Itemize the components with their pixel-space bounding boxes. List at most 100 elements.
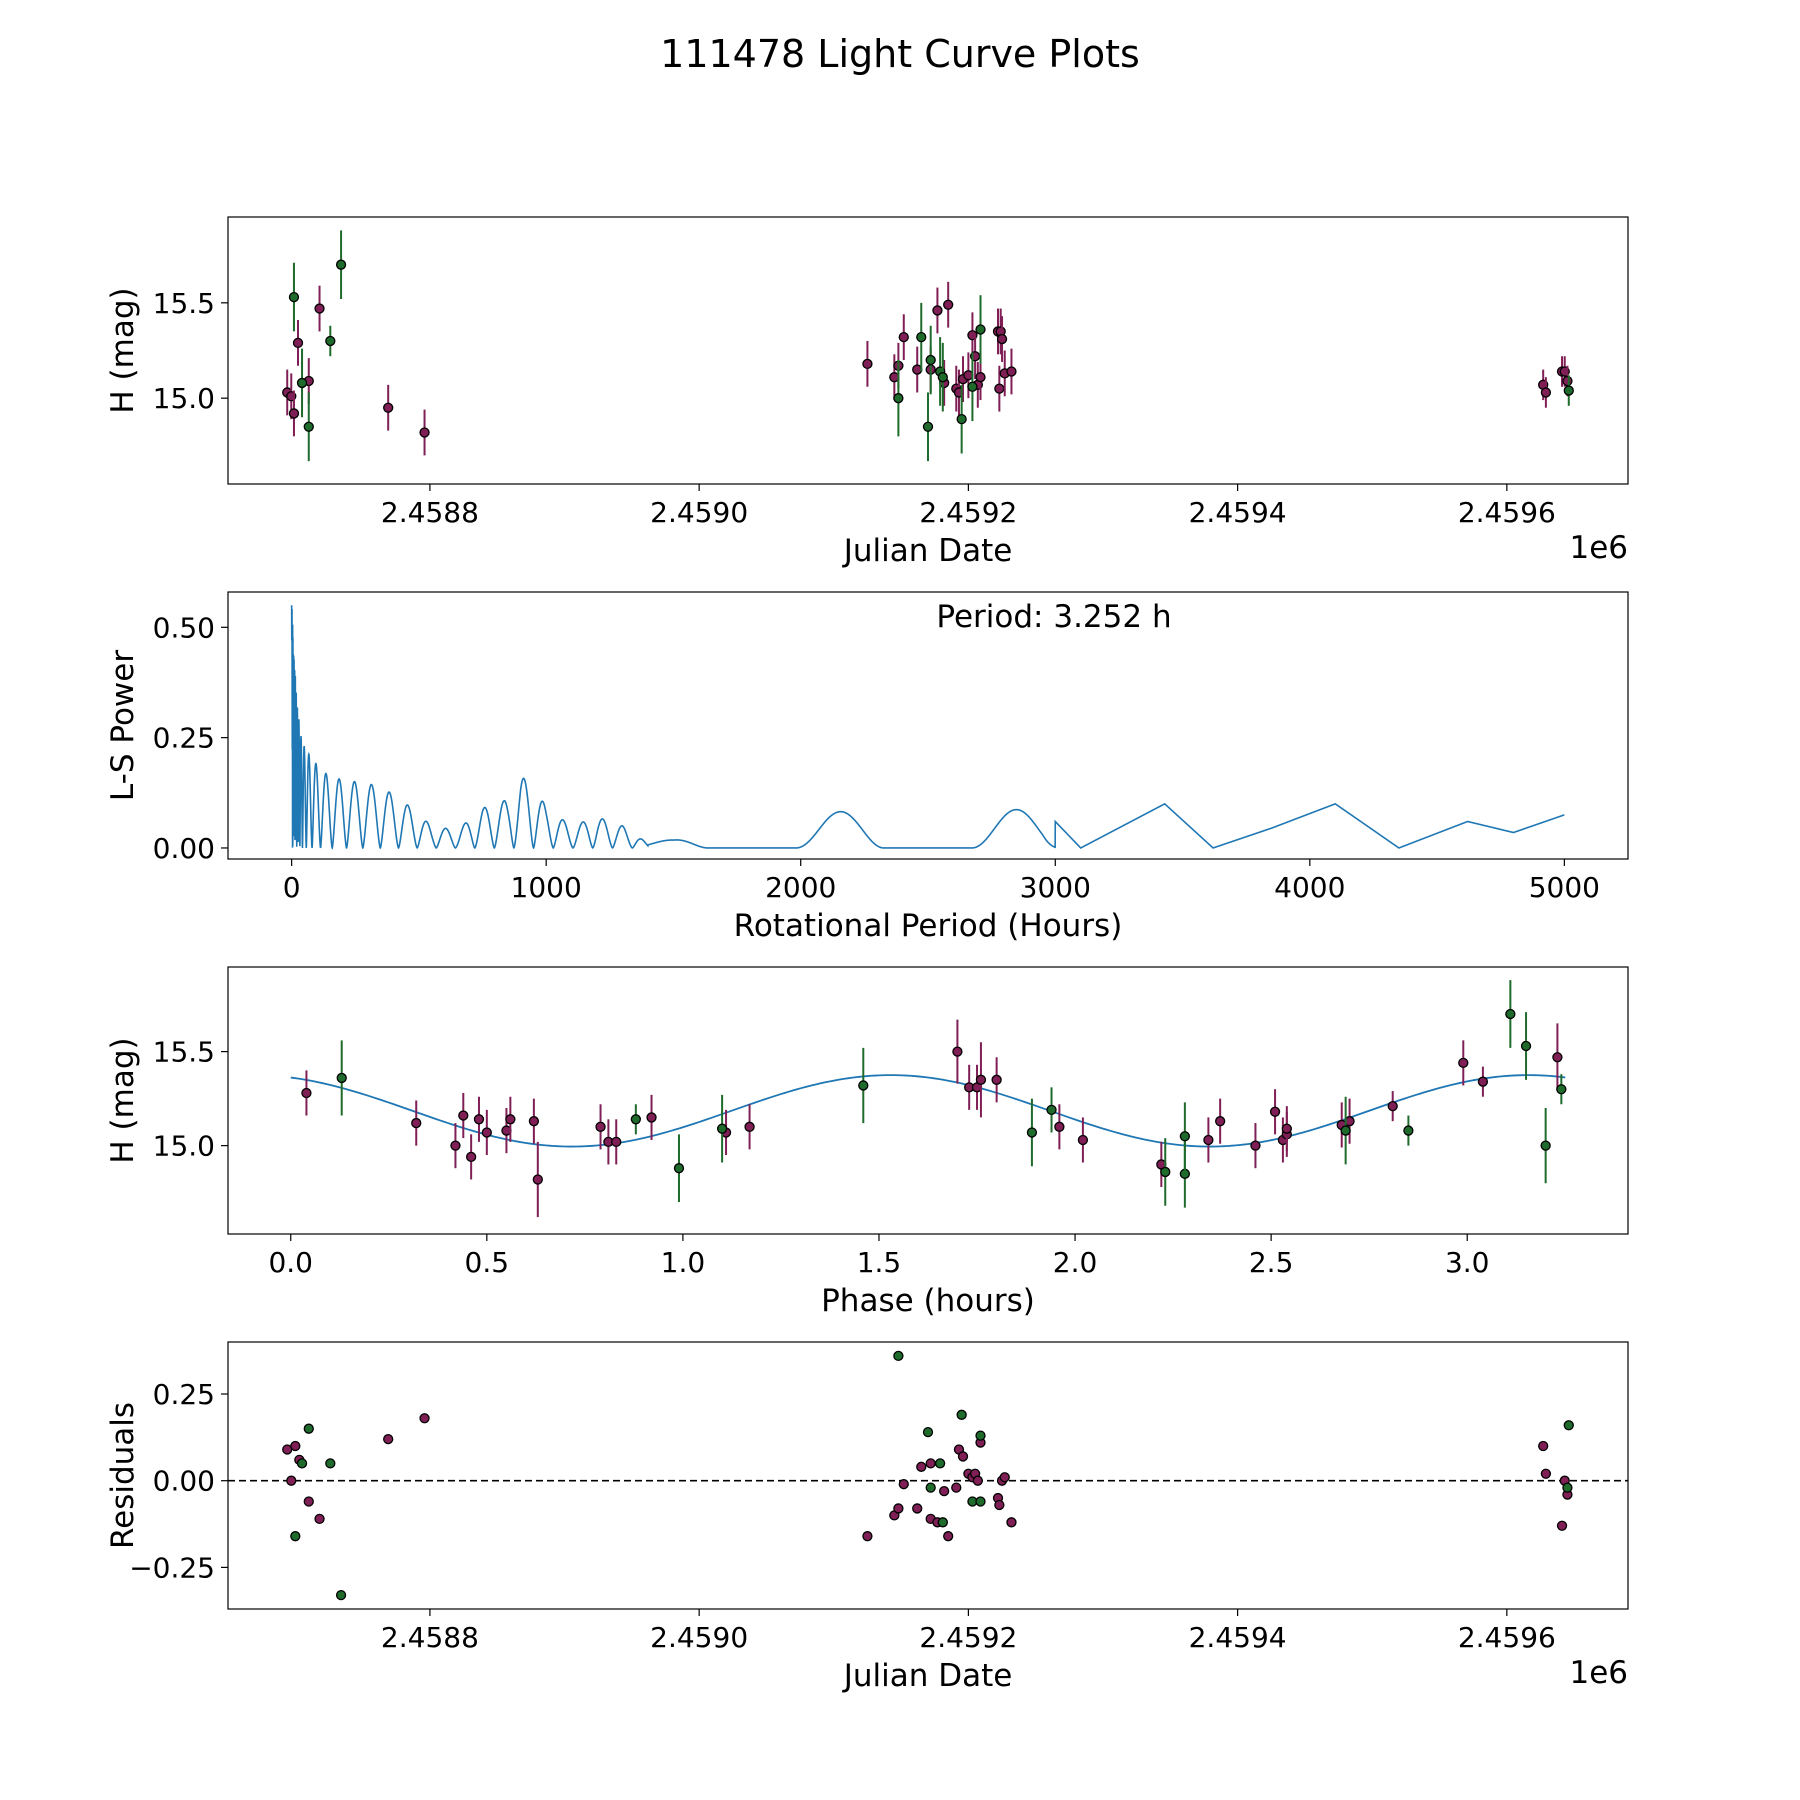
data-point — [1179, 1168, 1191, 1179]
x-tick-label: 1.0 — [661, 1246, 706, 1279]
data-point — [1203, 1134, 1214, 1146]
data-point — [1562, 1482, 1573, 1493]
data-point — [951, 1482, 962, 1493]
periodogram-axes-frame — [227, 591, 1629, 860]
x-axis-label: Julian Date — [842, 533, 1013, 569]
data-point — [1540, 387, 1552, 398]
data-point — [1077, 1134, 1089, 1146]
data-point — [925, 1482, 936, 1493]
data-point — [991, 1074, 1002, 1085]
data-point — [288, 291, 300, 303]
phased_curve-panel: 0.0 0.5 1.0 1.5 2.0 2.5 3.0 15.0 15.5 Phase (hour… — [105, 966, 1629, 1319]
data-point — [932, 305, 943, 316]
data-point — [286, 1475, 297, 1486]
data-point — [595, 1121, 606, 1132]
data-point — [481, 1127, 492, 1138]
residuals-data-layer — [228, 1350, 1628, 1601]
data-point — [335, 1589, 347, 1601]
data-point — [1387, 1100, 1398, 1112]
periodogram-line — [290, 605, 1565, 850]
data-point — [893, 1350, 904, 1362]
periodogram-panel: 0 1000 2000 3000 4000 5000 0.00 0.25 0.50 Rotatio… — [105, 591, 1629, 944]
data-point — [450, 1140, 461, 1151]
data-point — [1281, 1123, 1292, 1134]
data-point — [314, 1513, 325, 1524]
data-point — [898, 331, 909, 343]
data-point — [532, 1174, 543, 1185]
data-point — [383, 1433, 394, 1445]
data-point — [1215, 1116, 1226, 1127]
y-tick-label: 15.0 — [153, 1130, 215, 1163]
x-tick-label: 0.0 — [268, 1246, 313, 1279]
phased_curve-data-layer — [290, 980, 1567, 1218]
data-point — [1046, 1104, 1057, 1116]
data-point — [290, 1531, 301, 1542]
data-point — [1006, 366, 1017, 377]
x-tick-label: 2.4594 — [1189, 1621, 1287, 1654]
data-point — [314, 303, 325, 314]
data-point — [1520, 1040, 1532, 1052]
data-point — [975, 1496, 986, 1507]
x-tick-label: 0.5 — [465, 1246, 510, 1279]
x-axis-label: Phase (hours) — [821, 1283, 1035, 1319]
data-point — [1505, 1008, 1516, 1020]
x-tick-label: 1.5 — [857, 1246, 902, 1279]
data-point — [1006, 1517, 1017, 1528]
x-axis-label: Julian Date — [842, 1658, 1013, 1694]
data-point — [922, 1427, 934, 1438]
data-point — [943, 299, 954, 310]
data-point — [1458, 1057, 1469, 1069]
data-point — [1477, 1076, 1489, 1087]
data-point — [288, 408, 300, 419]
x-tick-label: 2.4590 — [650, 496, 748, 529]
data-point — [1179, 1131, 1191, 1142]
data-point — [673, 1163, 685, 1174]
data-point — [1556, 1520, 1568, 1531]
data-point — [939, 1485, 950, 1497]
x-tick-label: 2.5 — [1249, 1246, 1294, 1279]
x-tick-label: 2.4596 — [1458, 496, 1556, 529]
data-point — [528, 1116, 540, 1127]
data-point — [916, 1461, 927, 1472]
y-axis-label: L-S Power — [105, 650, 141, 801]
data-point — [1250, 1140, 1261, 1151]
x-tick-label: 2000 — [765, 871, 836, 904]
data-point — [458, 1110, 469, 1121]
data-point — [716, 1123, 728, 1134]
data-point — [999, 1472, 1010, 1483]
data-point — [335, 259, 347, 270]
y-axis-label: Residuals — [105, 1402, 141, 1549]
data-point — [975, 1430, 986, 1441]
periodogram-data-layer — [290, 605, 1565, 850]
data-point — [925, 354, 936, 366]
data-point — [646, 1112, 657, 1123]
data-point — [893, 1503, 904, 1514]
data-point — [296, 377, 308, 389]
x-offset-label: 1e6 — [1569, 530, 1628, 566]
data-point — [383, 402, 394, 413]
data-point — [1269, 1106, 1281, 1117]
data-point — [325, 1458, 336, 1469]
y-tick-label: 0.50 — [153, 611, 215, 644]
data-point — [744, 1121, 755, 1132]
data-point — [1540, 1468, 1552, 1479]
y-tick-label: 15.5 — [153, 287, 215, 320]
y-tick-label: 0.25 — [153, 722, 215, 755]
data-point — [473, 1114, 485, 1125]
y-tick-label: 0.25 — [153, 1378, 215, 1411]
data-point — [611, 1136, 622, 1148]
y-tick-label: 0.00 — [153, 832, 215, 865]
data-point — [1026, 1127, 1038, 1138]
x-tick-label: 2.4592 — [919, 1621, 1017, 1654]
data-point — [303, 1496, 314, 1507]
x-tick-label: 1000 — [511, 871, 582, 904]
data-point — [1552, 1052, 1563, 1063]
data-point — [419, 1413, 430, 1424]
data-point — [996, 333, 1008, 345]
y-tick-label: 0.00 — [153, 1465, 215, 1498]
x-tick-label: 3000 — [1020, 871, 1091, 904]
data-point — [916, 331, 927, 343]
x-tick-label: 0 — [283, 871, 301, 904]
